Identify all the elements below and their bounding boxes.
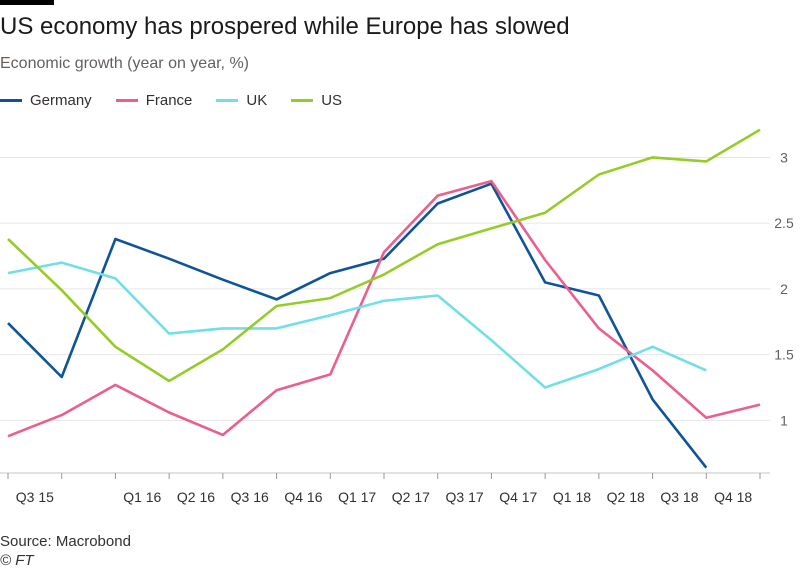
legend-swatch-france [115, 98, 138, 102]
legend-swatch-us [291, 98, 314, 102]
legend-label-germany: Germany [30, 91, 92, 109]
y-tick-label: 2 [780, 281, 788, 297]
source-note: Source: Macrobond [0, 533, 131, 550]
brand-bar [0, 0, 54, 5]
x-tick-label: Q1 17 [338, 489, 376, 505]
series-line-france [7, 179, 761, 438]
chart-subtitle: Economic growth (year on year, %) [0, 55, 249, 72]
legend-item-france: France [115, 91, 193, 109]
x-tick-labels: Q3 15 Q1 16 Q2 16 Q3 16 Q4 16 Q1 17 Q2 17 Q3 17… [16, 489, 753, 505]
legend-label-france: France [145, 91, 193, 109]
gridlines [0, 156, 770, 421]
x-tick-label: Q1 16 [123, 489, 161, 505]
line-chart: 1 1.5 2 2.5 3 Q3 15 Q1 16 Q2 16 Q3 16 Q4 16 Q1 17… [0, 128, 794, 505]
legend-label-us: US [321, 91, 343, 109]
y-tick-label: 3 [780, 149, 788, 165]
x-tick-label: Q1 18 [553, 489, 591, 505]
x-axis [0, 472, 770, 479]
series-line-germany [7, 182, 708, 469]
y-tick-label: 1.5 [774, 347, 794, 363]
y-tick-label: 2.5 [774, 215, 794, 231]
legend-item-germany: Germany [0, 92, 92, 109]
x-tick-label: Q2 17 [392, 489, 430, 505]
legend-swatch-germany [0, 98, 22, 102]
series-lines [7, 128, 761, 469]
y-axis: 1 1.5 2 2.5 3 [774, 149, 794, 428]
x-tick-label: Q2 16 [177, 489, 215, 505]
legend-label-uk: UK [246, 91, 268, 109]
x-tick-label: Q3 17 [446, 489, 484, 505]
x-tick-label: Q3 15 [16, 489, 54, 505]
legend: Germany France UK US [0, 90, 366, 110]
x-tick-label: Q3 18 [660, 489, 698, 505]
legend-swatch-uk [216, 98, 239, 102]
legend-item-us: US [291, 92, 342, 109]
copyright-note: © FT [0, 552, 34, 569]
x-tick-label: Q4 17 [499, 489, 537, 505]
series-line-uk [7, 261, 707, 389]
chart-title: US economy has prospered while Europe ha… [0, 13, 570, 40]
x-tick-label: Q3 16 [231, 489, 269, 505]
x-tick-label: Q4 16 [284, 489, 322, 505]
series-line-us [7, 128, 761, 383]
x-tick-label: Q2 18 [607, 489, 645, 505]
y-tick-label: 1 [780, 412, 788, 428]
legend-item-uk: UK [216, 92, 267, 109]
x-tick-label: Q4 18 [714, 489, 752, 505]
